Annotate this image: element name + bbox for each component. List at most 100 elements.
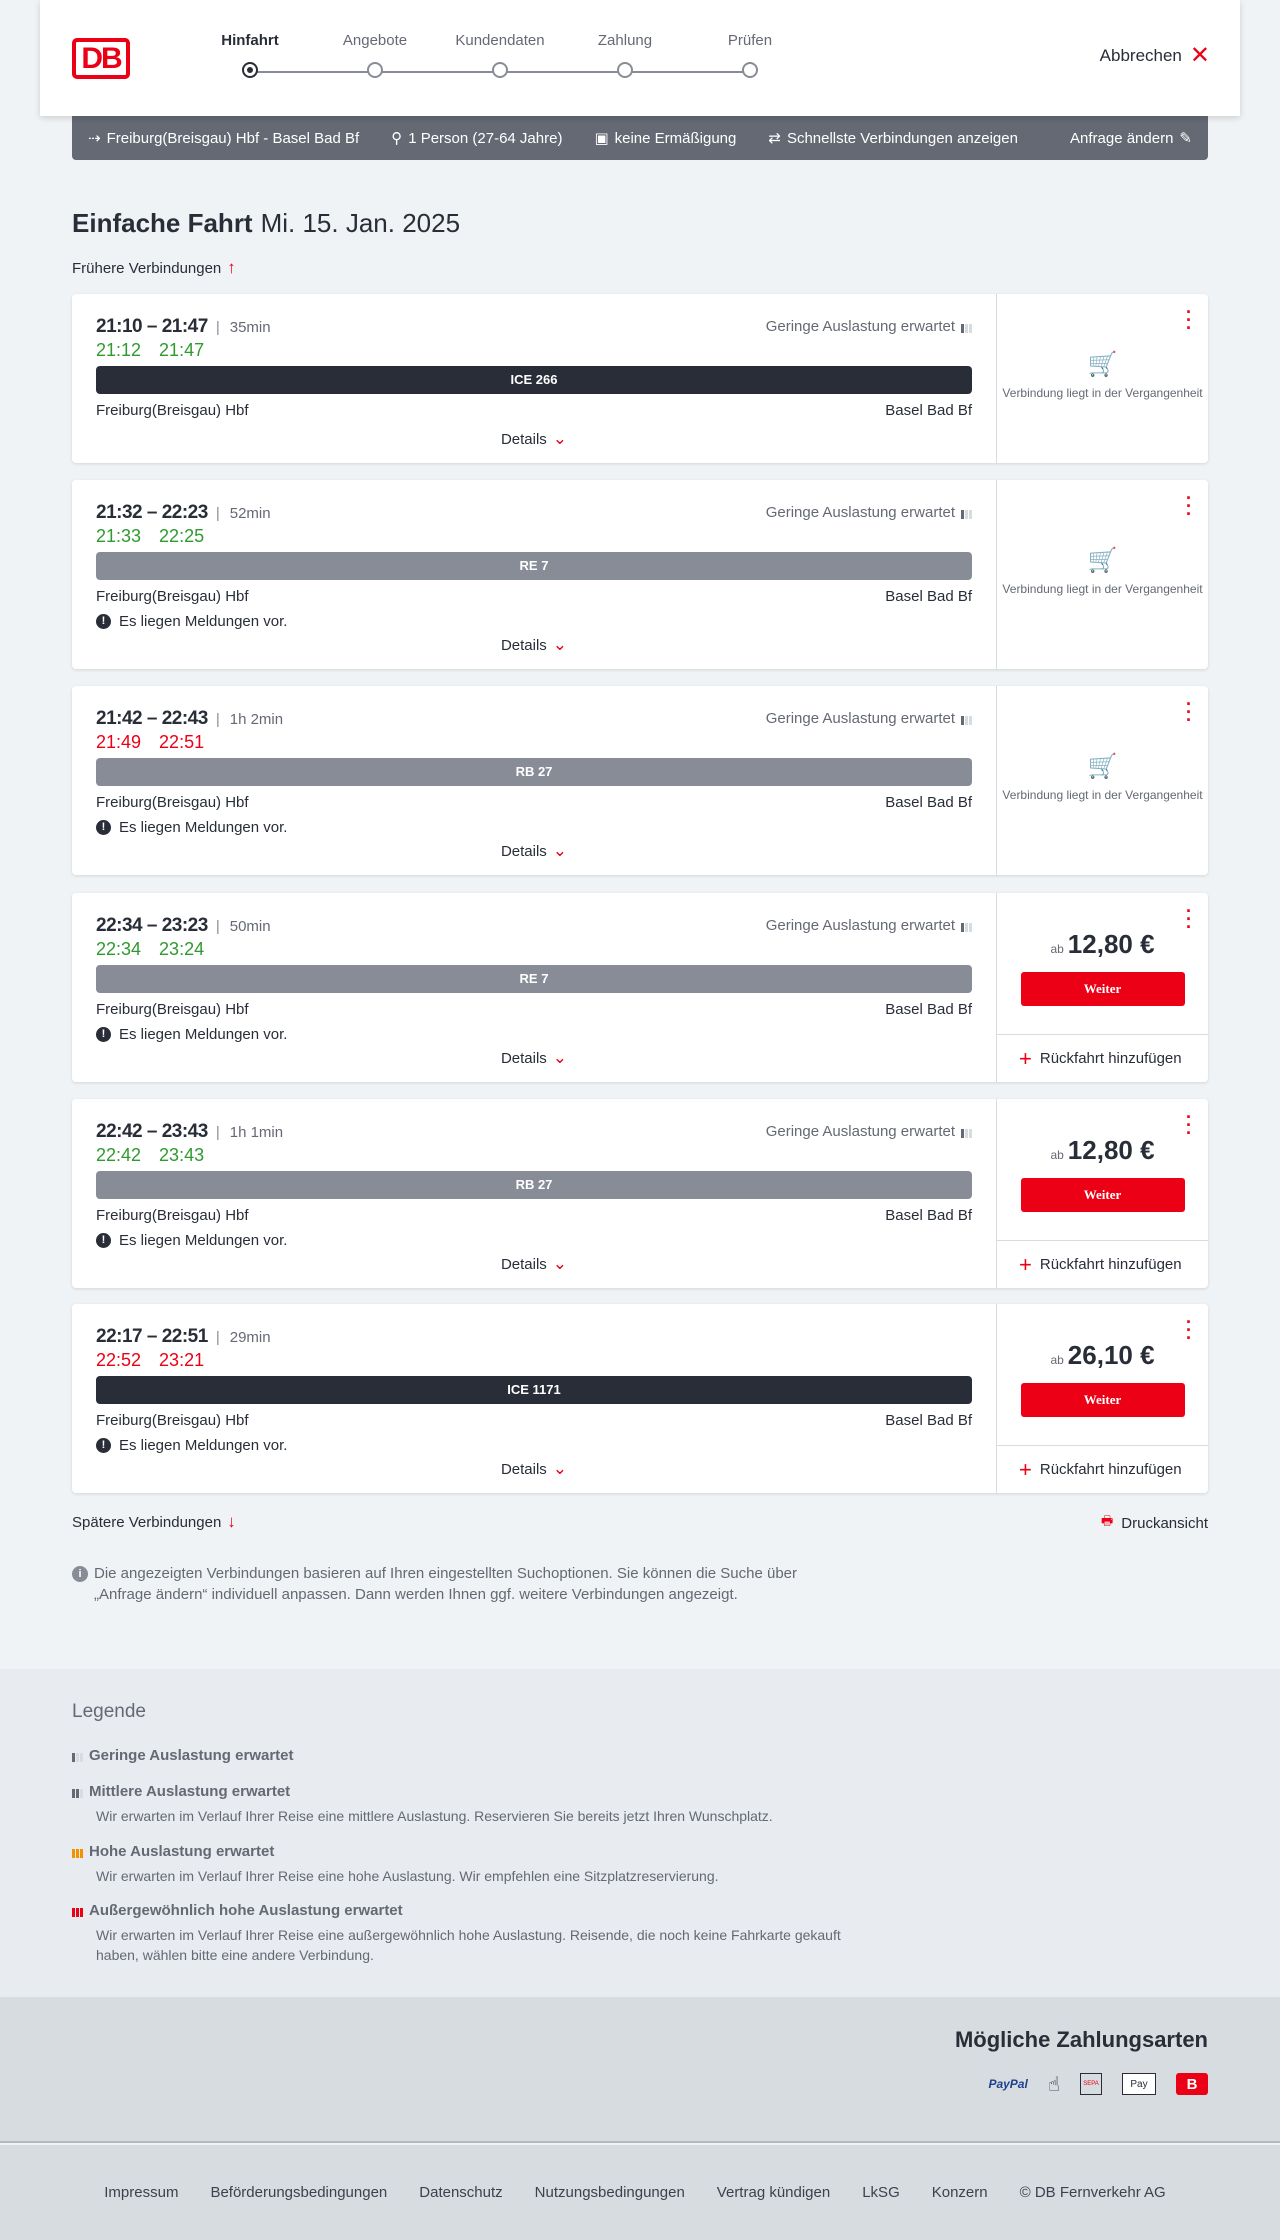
footer-link[interactable]: Datenschutz — [419, 2184, 503, 2201]
cancel-button[interactable]: Abbrechen ✕ — [1099, 42, 1210, 69]
duration: 50min — [216, 918, 271, 935]
price-prefix: ab — [1050, 1353, 1064, 1367]
message-notice[interactable]: ! Es liegen Meldungen vor. — [96, 1232, 287, 1249]
load-text: Geringe Auslastung erwartet — [765, 1123, 955, 1140]
return-label: Rückfahrt hinzufügen — [1039, 1461, 1182, 1478]
message-text: Es liegen Meldungen vor. — [119, 1437, 288, 1454]
time-range: 21:32 – 22:23 — [96, 502, 208, 523]
train-bar: RE 7 — [96, 965, 972, 993]
price: ab 12,80 € — [997, 1135, 1208, 1166]
message-text: Es liegen Meldungen vor. — [119, 1026, 288, 1043]
add-return-button[interactable]: + Rückfahrt hinzufügen — [997, 1445, 1208, 1493]
more-options-icon[interactable]: · · · — [1186, 1107, 1192, 1143]
step-label: Kundendaten — [455, 32, 545, 49]
fastest-text: Schnellste Verbindungen anzeigen — [786, 129, 1018, 147]
progress-stepper: Hinfahrt Angebote Kundendaten Zahlung Pr… — [190, 32, 772, 82]
load-indicator: Geringe Auslastung erwartet — [766, 504, 972, 521]
price-value: 12,80 € — [1067, 929, 1155, 959]
add-return-button[interactable]: + Rückfahrt hinzufügen — [997, 1034, 1208, 1082]
more-options-icon[interactable]: · · · — [1186, 1312, 1192, 1348]
connection-card: 21:42 – 22:43 1h 2min Geringe Auslastung … — [72, 686, 1208, 875]
connection-card: 21:32 – 22:23 52min Geringe Auslastung er… — [72, 480, 1208, 669]
footer-link[interactable]: Konzern — [931, 2184, 988, 2201]
step-dot — [742, 62, 758, 78]
load-indicator: Geringe Auslastung erwartet — [766, 1123, 972, 1140]
step-dot — [367, 62, 383, 78]
medium-load-icon — [72, 1786, 83, 1798]
earlier-connections-link[interactable]: Frühere Verbindungen ↑ — [72, 258, 236, 278]
message-notice[interactable]: ! Es liegen Meldungen vor. — [96, 1437, 287, 1454]
message-notice[interactable]: ! Es liegen Meldungen vor. — [96, 1026, 287, 1043]
realtime-times: 21:12 21:47 — [96, 340, 222, 361]
realtime-departure: 21:12 — [96, 340, 142, 360]
more-options-icon[interactable]: · · · — [1186, 302, 1192, 338]
departure-station: Freiburg(Breisgau) Hbf — [96, 1207, 249, 1224]
realtime-arrival: 22:51 — [159, 732, 205, 752]
message-notice[interactable]: ! Es liegen Meldungen vor. — [96, 819, 287, 836]
message-notice[interactable]: ! Es liegen Meldungen vor. — [96, 613, 287, 630]
person-icon: ⚲ — [391, 130, 403, 147]
legend-item-title: Mittlere Auslastung erwartet — [89, 1783, 291, 1800]
realtime-departure: 22:34 — [96, 939, 142, 959]
payment-methods-section: Mögliche Zahlungsarten PayPal ☝ SEPA Pay… — [0, 1997, 1280, 2143]
arrival-station: Basel Bad Bf — [885, 402, 972, 419]
low-load-icon — [961, 920, 972, 932]
continue-button[interactable]: Weiter — [1020, 972, 1185, 1006]
legend-item-text: Wir erwarten im Verlauf Ihrer Reise eine… — [96, 1808, 773, 1824]
trip-type: Einfache Fahrt — [72, 208, 253, 238]
more-options-icon[interactable]: · · · — [1186, 488, 1192, 524]
later-connections-link[interactable]: Spätere Verbindungen ↓ — [72, 1512, 236, 1532]
change-request-button[interactable]: Anfrage ändern ✎ — [1070, 129, 1192, 148]
plus-icon: + — [1019, 1251, 1032, 1277]
legend-item-text: Wir erwarten im Verlauf Ihrer Reise eine… — [96, 1927, 841, 1963]
add-return-button[interactable]: + Rückfahrt hinzufügen — [997, 1240, 1208, 1288]
footer-link[interactable]: Impressum — [104, 2184, 179, 2201]
bahn-bonus-icon: B — [1176, 2073, 1208, 2095]
details-toggle[interactable]: Details ⌄ — [72, 635, 996, 655]
details-toggle[interactable]: Details ⌄ — [72, 1254, 996, 1274]
legend-item-title: Geringe Auslastung erwartet — [89, 1747, 294, 1764]
more-options-icon[interactable]: · · · — [1186, 901, 1192, 937]
search-summary-bar: ⇢ Freiburg(Breisgau) Hbf - Basel Bad Bf ⚲… — [72, 116, 1208, 160]
legend-item-extreme: Außergewöhnlich hohe Auslastung erwartet… — [72, 1902, 852, 1965]
footer-link: © DB Fernverkehr AG — [1019, 2184, 1166, 2201]
details-label: Details — [500, 843, 547, 860]
continue-button[interactable]: Weiter — [1020, 1383, 1185, 1417]
footer-link[interactable]: Nutzungsbedingungen — [534, 2184, 685, 2201]
more-options-icon[interactable]: · · · — [1186, 694, 1192, 730]
step-dot — [492, 62, 508, 78]
load-text: Geringe Auslastung erwartet — [765, 710, 955, 727]
print-label: Druckansicht — [1121, 1514, 1208, 1532]
continue-button[interactable]: Weiter — [1020, 1178, 1185, 1212]
db-logo[interactable]: DB — [72, 38, 130, 79]
details-toggle[interactable]: Details ⌄ — [72, 1459, 996, 1479]
details-toggle[interactable]: Details ⌄ — [72, 841, 996, 861]
price-value: 12,80 € — [1067, 1135, 1155, 1165]
alert-icon: ! — [96, 614, 111, 629]
step-angebote: Angebote — [315, 32, 435, 78]
print-view-link[interactable]: 🖶 Druckansicht — [1101, 1512, 1208, 1534]
load-indicator: Geringe Auslastung erwartet — [766, 917, 972, 934]
chevron-down-icon: ⌄ — [552, 1048, 568, 1067]
footer-link[interactable]: Vertrag kündigen — [716, 2184, 831, 2201]
arrival-station: Basel Bad Bf — [885, 1001, 972, 1018]
details-toggle[interactable]: Details ⌄ — [72, 1048, 996, 1068]
details-toggle[interactable]: Details ⌄ — [72, 429, 996, 449]
details-label: Details — [500, 1050, 547, 1067]
cancel-label: Abbrechen — [1099, 46, 1182, 65]
footer-link[interactable]: Beförderungsbedingungen — [210, 2184, 388, 2201]
realtime-departure: 22:42 — [96, 1145, 142, 1165]
fastest-toggle[interactable]: ⇄ Schnellste Verbindungen anzeigen — [768, 129, 1018, 148]
footer-link[interactable]: LkSG — [862, 2184, 900, 2201]
low-load-icon — [72, 1750, 83, 1762]
price: ab 26,10 € — [997, 1340, 1208, 1371]
arrow-down-icon: ↓ — [227, 1512, 236, 1531]
pencil-icon: ✎ — [1179, 130, 1192, 147]
realtime-arrival: 21:47 — [159, 340, 205, 360]
time-range: 21:42 – 22:43 — [96, 708, 208, 729]
bahncard-icon: ▣ — [594, 130, 609, 147]
realtime-arrival: 22:25 — [159, 526, 205, 546]
change-text: Anfrage ändern — [1070, 129, 1174, 147]
realtime-arrival: 23:43 — [159, 1145, 205, 1165]
close-icon: ✕ — [1189, 42, 1210, 69]
